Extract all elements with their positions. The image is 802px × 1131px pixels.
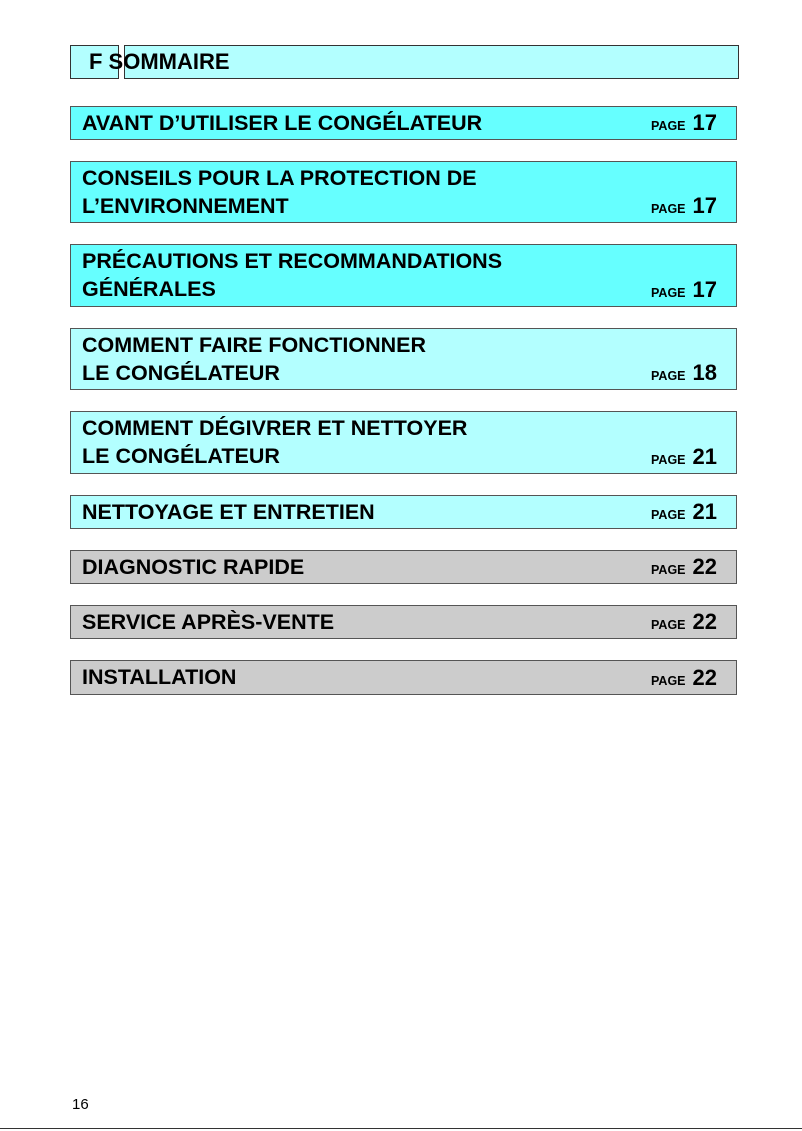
toc-page-ref: PAGE 17 [651,110,717,136]
page-label: PAGE [651,563,686,577]
page-label: PAGE [651,286,686,300]
page-label: PAGE [651,674,686,688]
toc-entry[interactable]: COMMENT DÉGIVRER ET NETTOYER LE CONGÉLATE… [70,411,737,474]
toc-entry-title: COMMENT FAIRE FONCTIONNER [82,333,426,357]
page-label: PAGE [651,369,686,383]
toc-entry-title: AVANT D’UTILISER LE CONGÉLATEUR [82,111,483,135]
page-label: PAGE [651,202,686,216]
toc-entry-title: CONSEILS POUR LA PROTECTION DE [82,166,477,190]
page-ref-number: 17 [692,193,717,218]
page-ref-number: 22 [692,554,717,579]
page-label: PAGE [651,453,686,467]
toc-page-ref: PAGE 18 [651,360,717,386]
page-label: PAGE [651,618,686,632]
header-title-box [124,45,739,79]
toc-entry-title: SERVICE APRÈS-VENTE [82,610,335,634]
toc-entry-title: DIAGNOSTIC RAPIDE [82,555,305,579]
page-ref-number: 17 [692,110,717,135]
toc-entry[interactable]: SERVICE APRÈS-VENTE PAGE 22 [70,605,737,639]
toc-page-ref: PAGE 17 [651,193,717,219]
page-label: PAGE [651,508,686,522]
toc-page-ref: PAGE 22 [651,609,717,635]
toc-entry-title: INSTALLATION [82,665,237,689]
toc-entry[interactable]: CONSEILS POUR LA PROTECTION DE L’ENVIRONN… [70,161,737,223]
toc-entry[interactable]: AVANT D’UTILISER LE CONGÉLATEUR PAGE 17 [70,106,737,140]
toc-entry[interactable]: NETTOYAGE ET ENTRETIEN PAGE 21 [70,495,737,529]
bottom-rule [0,1128,802,1129]
page-ref-number: 21 [692,444,717,469]
page-ref-number: 22 [692,665,717,690]
toc-entry[interactable]: PRÉCAUTIONS ET RECOMMANDATIONS GÉNÉRALES P… [70,244,737,307]
toc-page-ref: PAGE 22 [651,554,717,580]
toc-page-ref: PAGE 22 [651,665,717,691]
toc-page-ref: PAGE 21 [651,499,717,525]
toc-page-ref: PAGE 21 [651,444,717,470]
toc-entry-title: NETTOYAGE ET ENTRETIEN [82,500,375,524]
toc-entry-title: COMMENT DÉGIVRER ET NETTOYER [82,416,468,440]
toc-page-ref: PAGE 17 [651,277,717,303]
toc-entry[interactable]: DIAGNOSTIC RAPIDE PAGE 22 [70,550,737,584]
header-letter-box [70,45,119,79]
page-label: PAGE [651,119,686,133]
page-ref-number: 18 [692,360,717,385]
toc-entry[interactable]: COMMENT FAIRE FONCTIONNER LE CONGÉLATEUR P… [70,328,737,390]
page-number: 16 [72,1096,89,1113]
toc-entry-title: PRÉCAUTIONS ET RECOMMANDATIONS [82,249,503,273]
page-ref-number: 17 [692,277,717,302]
toc-entry[interactable]: INSTALLATION PAGE 22 [70,660,737,695]
toc-entry-title: LE CONGÉLATEUR [82,361,280,385]
toc-entry-title: LE CONGÉLATEUR [82,444,280,468]
page-ref-number: 22 [692,609,717,634]
toc-entry-title: GÉNÉRALES [82,277,216,301]
toc-entry-title: L’ENVIRONNEMENT [82,194,289,218]
page-title: F SOMMAIRE [89,49,230,74]
page-ref-number: 21 [692,499,717,524]
